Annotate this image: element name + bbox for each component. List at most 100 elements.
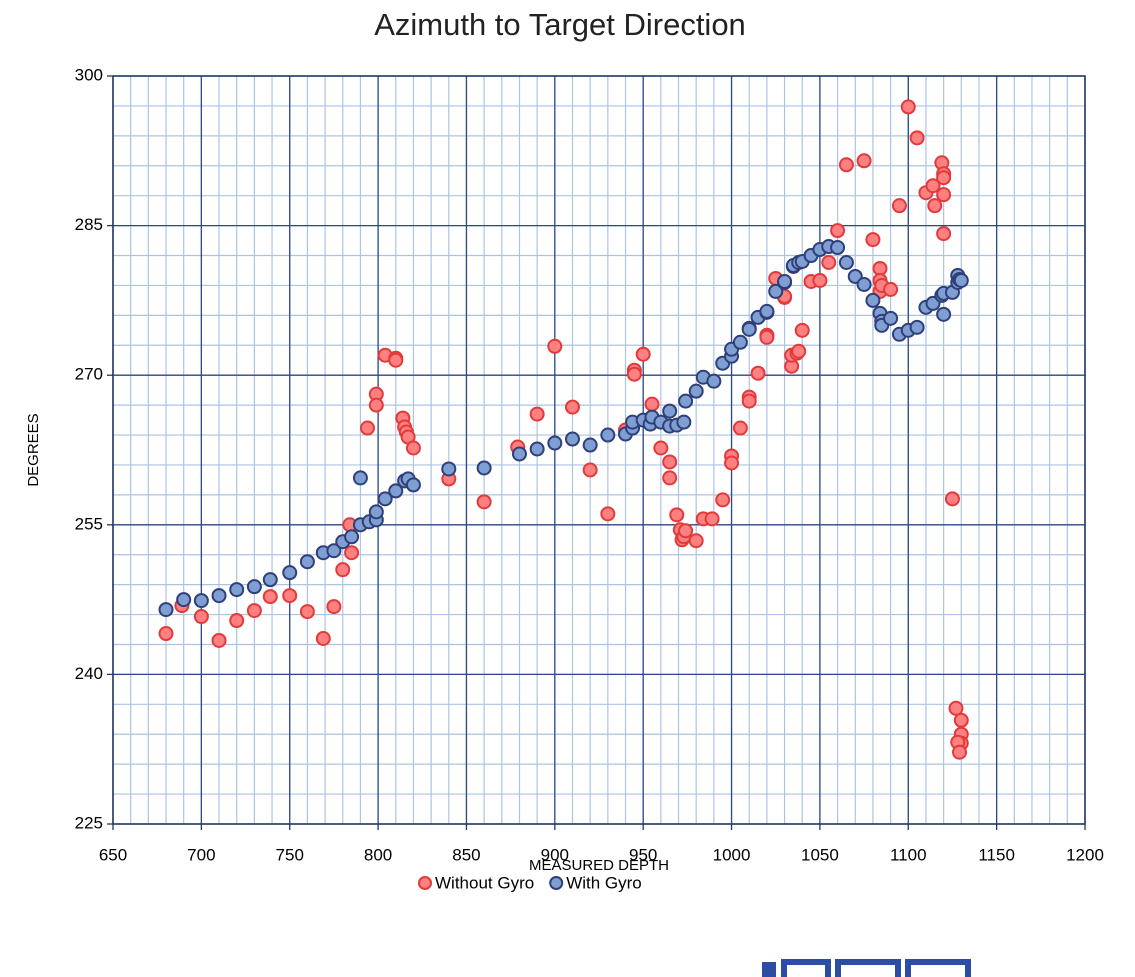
x-tick-label: 850: [452, 845, 480, 864]
point: [741, 393, 757, 409]
point: [246, 603, 262, 619]
point: [388, 352, 404, 368]
point: [211, 632, 227, 648]
point: [936, 170, 952, 186]
point: [791, 343, 807, 359]
point: [476, 460, 492, 476]
point: [377, 491, 393, 507]
point: [246, 579, 262, 595]
point: [952, 744, 968, 760]
point: [359, 420, 375, 436]
point: [405, 440, 421, 456]
point: [529, 406, 545, 422]
point: [948, 700, 964, 716]
point: [476, 494, 492, 510]
point: [830, 223, 846, 239]
x-tick-label: 1000: [713, 845, 751, 864]
x-tick-label: 950: [629, 845, 657, 864]
point: [299, 554, 315, 570]
point: [368, 504, 384, 520]
point: [688, 533, 704, 549]
point: [688, 383, 704, 399]
point: [158, 602, 174, 618]
x-tick-label: 1150: [978, 845, 1015, 864]
point: [706, 373, 722, 389]
point: [865, 232, 881, 248]
point: [326, 543, 342, 559]
x-tick-label: 650: [99, 845, 127, 864]
point: [262, 589, 278, 605]
point: [900, 99, 916, 115]
point: [724, 455, 740, 471]
point: [812, 272, 828, 288]
point: [891, 198, 907, 214]
y-tick-label: 285: [75, 215, 103, 234]
point: [315, 630, 331, 646]
x-tick-label: 900: [541, 845, 569, 864]
legend-label: With Gyro: [566, 873, 642, 892]
x-tick-label: 750: [276, 845, 304, 864]
logo-shape: [905, 959, 971, 977]
point: [582, 437, 598, 453]
point: [405, 477, 421, 493]
point: [388, 483, 404, 499]
point: [883, 310, 899, 326]
x-tick-label: 1200: [1066, 845, 1104, 864]
x-axis-label: MEASURED DEPTH: [529, 857, 669, 874]
point: [662, 454, 678, 470]
logo-shape: [762, 962, 776, 977]
point: [856, 276, 872, 292]
point: [547, 435, 563, 451]
point: [352, 470, 368, 486]
point: [441, 461, 457, 477]
point: [936, 187, 952, 203]
point: [777, 273, 793, 289]
point: [925, 178, 941, 194]
y-tick-label: 225: [75, 813, 103, 832]
x-tick-label: 800: [364, 845, 392, 864]
point: [344, 529, 360, 545]
point: [662, 403, 678, 419]
point: [669, 507, 685, 523]
point: [759, 303, 775, 319]
point: [282, 588, 298, 604]
legend-label: Without Gyro: [435, 873, 534, 892]
point: [865, 292, 881, 308]
point: [547, 338, 563, 354]
point: [282, 565, 298, 581]
y-tick-label: 255: [75, 514, 103, 533]
point: [193, 593, 209, 609]
point: [335, 562, 351, 578]
point: [158, 626, 174, 642]
point: [662, 470, 678, 486]
point: [704, 511, 720, 527]
point: [741, 321, 757, 337]
point: [299, 604, 315, 620]
point: [856, 153, 872, 169]
point: [953, 272, 969, 288]
legend-swatch: [418, 876, 432, 890]
point: [511, 446, 527, 462]
point: [838, 157, 854, 173]
point: [732, 420, 748, 436]
point: [953, 712, 969, 728]
x-tick-label: 700: [187, 845, 215, 864]
point: [944, 491, 960, 507]
point: [582, 462, 598, 478]
series: [158, 99, 969, 760]
point: [229, 582, 245, 598]
point: [838, 255, 854, 271]
point: [653, 440, 669, 456]
y-tick-label: 300: [75, 65, 103, 84]
point: [678, 393, 694, 409]
y-tick-label: 240: [75, 664, 103, 683]
point: [794, 322, 810, 338]
point: [732, 334, 748, 350]
point: [211, 588, 227, 604]
point: [176, 592, 192, 608]
point: [936, 306, 952, 322]
point: [830, 240, 846, 256]
point: [909, 130, 925, 146]
legend-swatch: [549, 876, 564, 890]
